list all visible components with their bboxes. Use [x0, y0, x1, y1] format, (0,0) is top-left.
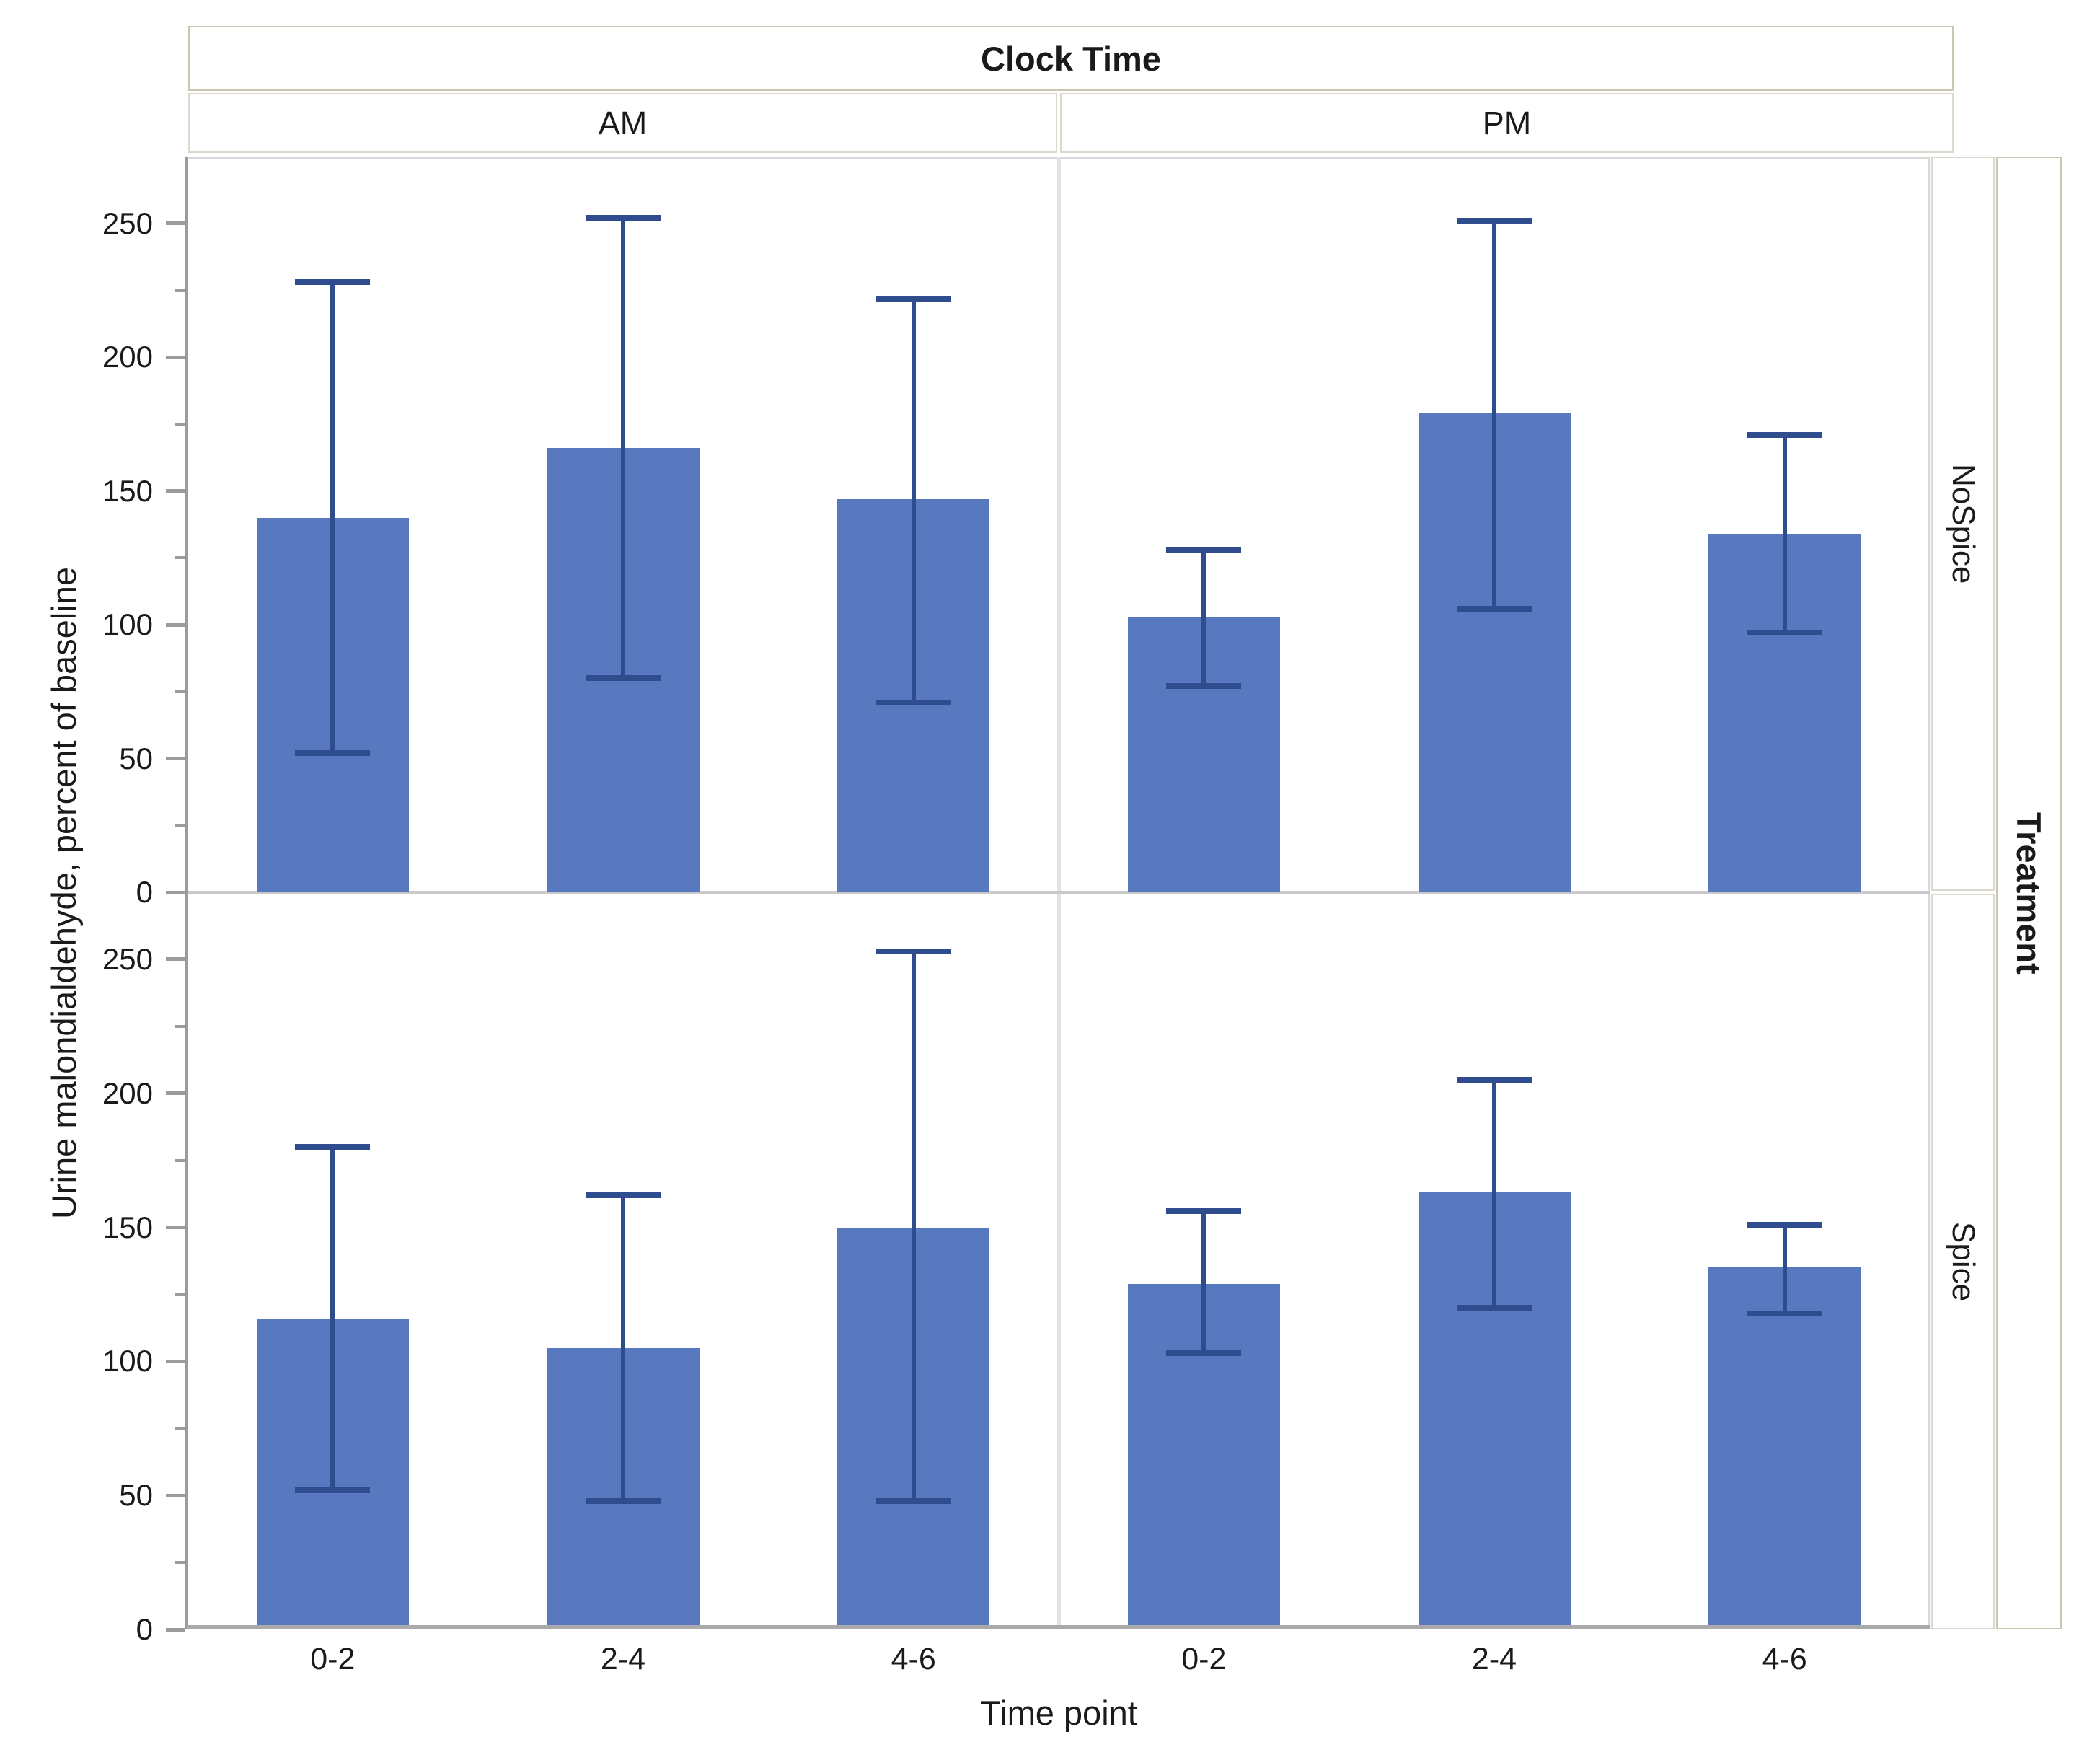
- y-major-tick: [166, 957, 185, 962]
- y-major-tick: [166, 757, 185, 760]
- error-bar-cap-bottom: [586, 675, 661, 682]
- y-minor-tick: [175, 1561, 185, 1565]
- error-bar-cap-top: [1457, 1077, 1532, 1083]
- y-major-tick: [166, 1627, 185, 1632]
- y-tick-label: 100: [102, 1344, 153, 1378]
- error-bar-cap-bottom: [1166, 1350, 1242, 1357]
- y-tick-label: 50: [119, 741, 153, 775]
- error-bar-cap-top: [875, 948, 951, 954]
- y-axis-line: [185, 157, 188, 1629]
- facet-strip-pm: PM: [1060, 93, 1954, 153]
- x-axis-baseline: [188, 1625, 1930, 1629]
- error-bar-shaft: [1492, 221, 1496, 609]
- clock-time-strip: Clock Time: [188, 26, 1954, 91]
- facet-strip-am: AM: [188, 93, 1057, 153]
- y-major-tick: [166, 1359, 185, 1363]
- error-bar-shaft: [330, 1147, 335, 1490]
- y-minor-tick: [175, 1024, 185, 1028]
- facet-strip-am-label: AM: [598, 104, 648, 141]
- y-tick-label: 250: [102, 206, 153, 240]
- y-tick-label: 0: [136, 875, 153, 909]
- error-bar-cap-bottom: [295, 750, 371, 757]
- y-minor-tick: [175, 556, 185, 560]
- error-bar-shaft: [330, 282, 335, 754]
- clock-time-strip-label: Clock Time: [981, 39, 1161, 78]
- panel-divider-horizontal: [188, 891, 1930, 894]
- x-axis-title-text: Time point: [980, 1693, 1137, 1732]
- y-tick-label: 150: [102, 473, 153, 508]
- error-bar-shaft: [621, 1195, 625, 1501]
- error-bar-cap-bottom: [1747, 630, 1822, 636]
- y-major-tick: [166, 489, 185, 493]
- y-minor-tick: [175, 1293, 185, 1296]
- y-tick-label: 150: [102, 1210, 153, 1244]
- y-minor-tick: [175, 289, 185, 292]
- error-bar-cap-top: [295, 1144, 371, 1151]
- y-major-tick: [166, 1091, 185, 1096]
- y-minor-tick: [175, 422, 185, 426]
- y-tick-label: 250: [102, 941, 153, 976]
- error-bar-shaft: [1782, 434, 1787, 633]
- error-bar-cap-bottom: [875, 699, 951, 705]
- x-tick-label: 4-6: [891, 1641, 936, 1676]
- y-minor-tick: [175, 1427, 185, 1430]
- bar: [1708, 1267, 1861, 1629]
- error-bar-cap-top: [586, 215, 661, 221]
- facet-strip-spice-label: Spice: [1946, 1221, 1981, 1302]
- error-bar-shaft: [911, 951, 916, 1501]
- y-tick-label: 100: [102, 607, 153, 642]
- x-axis-title: Time point: [842, 1689, 1275, 1736]
- error-bar-cap-bottom: [875, 1497, 951, 1504]
- y-tick-label: 200: [102, 340, 153, 374]
- y-minor-tick: [175, 824, 185, 827]
- y-tick-label: 200: [102, 1076, 153, 1110]
- y-axis-title-text: Urine malondialdehyde, percent of baseli…: [44, 567, 83, 1220]
- y-major-tick: [166, 355, 185, 359]
- error-bar-cap-top: [1457, 218, 1532, 224]
- error-bar-shaft: [1782, 1224, 1787, 1314]
- y-minor-tick: [175, 1158, 185, 1162]
- x-tick-label: 0-2: [310, 1641, 356, 1676]
- facet-strip-nospice-label: NoSpice: [1946, 463, 1981, 584]
- treatment-strip-label: Treatment: [2010, 811, 2048, 975]
- error-bar-cap-bottom: [586, 1497, 661, 1504]
- error-bar-shaft: [1201, 550, 1206, 687]
- error-bar-cap-top: [295, 279, 371, 286]
- x-tick-label: 2-4: [600, 1641, 646, 1676]
- error-bar-cap-bottom: [1747, 1310, 1822, 1316]
- y-major-tick: [166, 221, 185, 226]
- facet-strip-pm-label: PM: [1482, 104, 1532, 141]
- error-bar-cap-bottom: [295, 1487, 371, 1493]
- y-tick-label: 50: [119, 1478, 153, 1513]
- x-tick-label: 2-4: [1471, 1641, 1517, 1676]
- error-bar-cap-top: [875, 295, 951, 302]
- x-tick-label: 4-6: [1762, 1641, 1807, 1676]
- x-tick-label: 0-2: [1181, 1641, 1227, 1676]
- error-bar-shaft: [1492, 1080, 1496, 1308]
- error-bar-cap-top: [1747, 431, 1822, 438]
- facet-strip-spice: Spice: [1931, 894, 1995, 1629]
- error-bar-cap-top: [1166, 547, 1242, 553]
- y-axis-title: Urine malondialdehyde, percent of baseli…: [40, 511, 87, 1275]
- error-bar-cap-top: [1166, 1208, 1242, 1215]
- y-minor-tick: [175, 690, 185, 693]
- error-bar-cap-top: [586, 1192, 661, 1198]
- facet-strip-nospice: NoSpice: [1931, 157, 1995, 891]
- error-bar-cap-bottom: [1457, 605, 1532, 612]
- error-bar-shaft: [1201, 1211, 1206, 1354]
- y-major-tick: [166, 890, 185, 894]
- y-major-tick: [166, 1226, 185, 1229]
- treatment-strip: Treatment: [1996, 157, 2062, 1629]
- error-bar-cap-bottom: [1457, 1305, 1532, 1311]
- error-bar-cap-top: [1747, 1221, 1822, 1228]
- y-tick-label: 0: [136, 1612, 153, 1646]
- error-bar-shaft: [911, 298, 916, 703]
- y-major-tick: [166, 623, 185, 627]
- error-bar-shaft: [621, 218, 625, 679]
- error-bar-cap-bottom: [1166, 683, 1242, 690]
- y-major-tick: [166, 1493, 185, 1497]
